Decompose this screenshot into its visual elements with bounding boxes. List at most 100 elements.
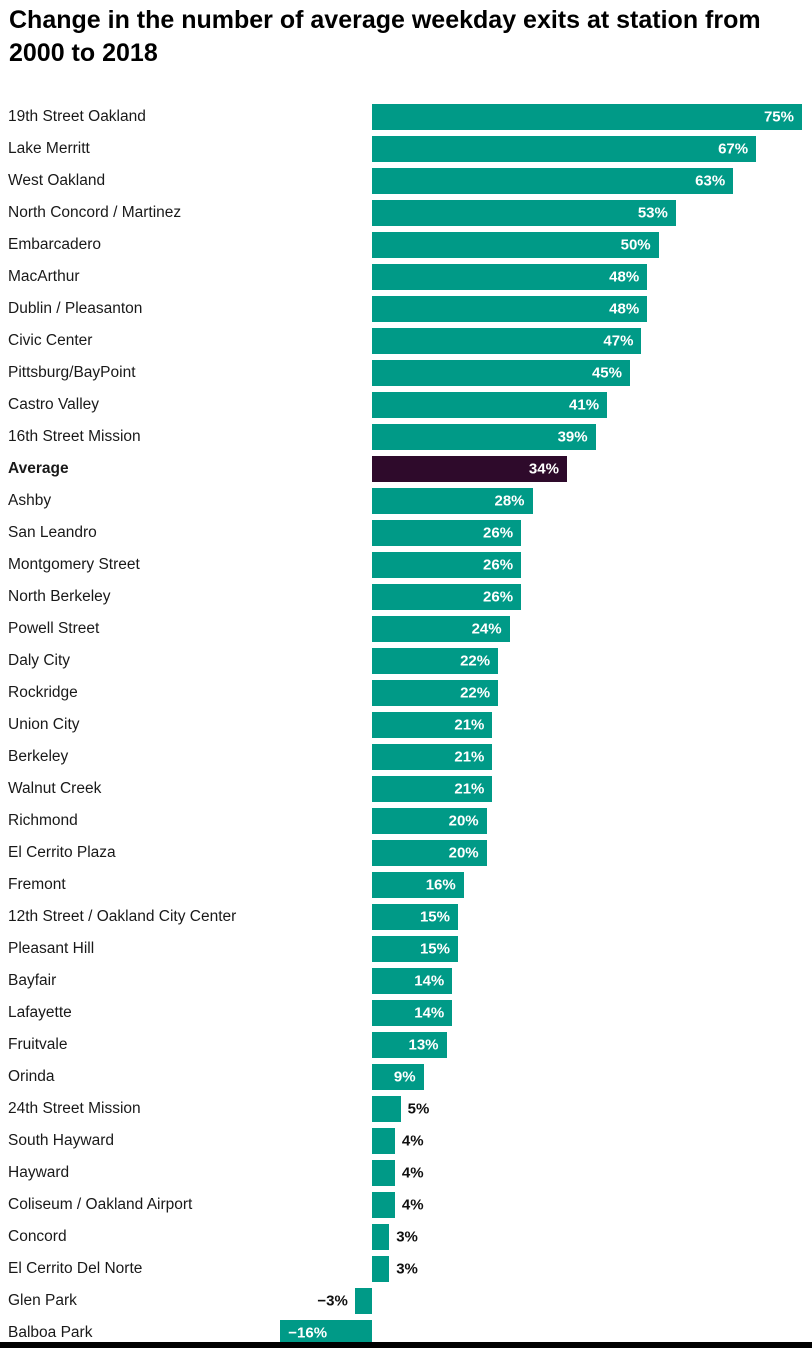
value-label: 48% — [609, 268, 640, 286]
value-label: 21% — [454, 748, 485, 766]
chart-row: Orinda 9% — [0, 1061, 812, 1093]
station-label: 16th Street Mission — [8, 428, 141, 445]
chart-row: San Leandro 26% — [0, 517, 812, 549]
station-label: Average — [8, 460, 69, 477]
chart-title: Change in the number of average weekday … — [9, 6, 761, 67]
chart-row: MacArthur 48% — [0, 261, 812, 293]
bar — [372, 1128, 395, 1154]
chart-row: West Oakland 63% — [0, 165, 812, 197]
value-label: 67% — [718, 140, 749, 158]
bar: 13% — [372, 1032, 447, 1058]
value-label: 22% — [460, 684, 491, 702]
bar: 41% — [372, 392, 608, 418]
bar: 63% — [372, 168, 734, 194]
chart-row: Concord 3% — [0, 1221, 812, 1253]
chart-row: Civic Center 47% — [0, 325, 812, 357]
station-label: Glen Park — [8, 1292, 77, 1309]
chart-row: 19th Street Oakland 75% — [0, 101, 812, 133]
chart-row: Union City 21% — [0, 709, 812, 741]
value-label: 14% — [414, 972, 445, 990]
bar: 67% — [372, 136, 757, 162]
value-label: 47% — [603, 332, 634, 350]
station-label: Pittsburg/BayPoint — [8, 364, 136, 381]
value-label: 24% — [471, 620, 502, 638]
station-label: Montgomery Street — [8, 556, 140, 573]
bar: 53% — [372, 200, 676, 226]
chart-row: Powell Street 24% — [0, 613, 812, 645]
bar: 47% — [372, 328, 642, 354]
bar: 9% — [372, 1064, 424, 1090]
chart-row: Daly City 22% — [0, 645, 812, 677]
station-label: Fremont — [8, 876, 66, 893]
chart-row: Lafayette 14% — [0, 997, 812, 1029]
station-label: West Oakland — [8, 172, 106, 189]
chart-row: North Berkeley 26% — [0, 581, 812, 613]
bottom-bar — [0, 1342, 812, 1348]
bar: 26% — [372, 584, 522, 610]
bar: 14% — [372, 1000, 453, 1026]
chart-row: Glen Park −3% — [0, 1285, 812, 1317]
chart-row: Fruitvale 13% — [0, 1029, 812, 1061]
station-label: Berkeley — [8, 748, 69, 765]
station-label: Ashby — [8, 492, 52, 509]
bar — [372, 1160, 395, 1186]
chart-row: 16th Street Mission 39% — [0, 421, 812, 453]
bar: 22% — [372, 648, 499, 674]
station-label: Bayfair — [8, 972, 57, 989]
bar: 15% — [372, 936, 458, 962]
station-label: South Hayward — [8, 1132, 114, 1149]
station-label: Lake Merritt — [8, 140, 90, 157]
chart-row: Average 34% — [0, 453, 812, 485]
chart-row: Pleasant Hill 15% — [0, 933, 812, 965]
station-label: Castro Valley — [8, 396, 100, 413]
station-label: North Berkeley — [8, 588, 111, 605]
chart-row: El Cerrito Plaza 20% — [0, 837, 812, 869]
station-label: 24th Street Mission — [8, 1100, 141, 1117]
chart-row: Pittsburg/BayPoint 45% — [0, 357, 812, 389]
bar: 39% — [372, 424, 596, 450]
value-label: 13% — [408, 1036, 439, 1054]
value-label: 45% — [591, 364, 622, 382]
bar: 28% — [372, 488, 533, 514]
bar-highlight: 34% — [372, 456, 567, 482]
station-label: Coliseum / Oakland Airport — [8, 1196, 193, 1213]
bar: 26% — [372, 552, 522, 578]
station-label: Embarcadero — [8, 236, 102, 253]
chart-row: El Cerrito Del Norte 3% — [0, 1253, 812, 1285]
station-label: Fruitvale — [8, 1036, 68, 1053]
station-label: Balboa Park — [8, 1324, 93, 1341]
bar: 21% — [372, 744, 493, 770]
bar: 21% — [372, 712, 493, 738]
chart-row: Castro Valley 41% — [0, 389, 812, 421]
station-label: El Cerrito Plaza — [8, 844, 116, 861]
value-label: 34% — [528, 460, 559, 478]
value-label: 3% — [396, 1228, 418, 1246]
value-label: 16% — [425, 876, 456, 894]
value-label: 21% — [454, 780, 485, 798]
value-label: 15% — [419, 908, 450, 926]
chart-row: Balboa Park −16% — [0, 1317, 812, 1349]
value-label: 28% — [494, 492, 525, 510]
station-label: 19th Street Oakland — [8, 108, 146, 125]
bar: 14% — [372, 968, 453, 994]
bar — [372, 1224, 390, 1250]
bar: 48% — [372, 264, 648, 290]
value-label: 20% — [448, 844, 479, 862]
value-label: 21% — [454, 716, 485, 734]
station-label: MacArthur — [8, 268, 80, 285]
value-label: 14% — [414, 1004, 445, 1022]
station-label: Concord — [8, 1228, 67, 1245]
value-label: 5% — [407, 1100, 430, 1118]
station-label: 12th Street / Oakland City Center — [8, 908, 237, 925]
bar: 20% — [372, 840, 487, 866]
bar: 48% — [372, 296, 648, 322]
station-label: Hayward — [8, 1164, 70, 1181]
bar: 45% — [372, 360, 630, 386]
bar: 75% — [372, 104, 802, 130]
station-label: Walnut Creek — [8, 780, 102, 797]
value-label: 75% — [763, 108, 794, 126]
bar: −16% — [280, 1320, 372, 1346]
chart-row: Ashby 28% — [0, 485, 812, 517]
station-label: San Leandro — [8, 524, 97, 541]
chart-row: Montgomery Street 26% — [0, 549, 812, 581]
